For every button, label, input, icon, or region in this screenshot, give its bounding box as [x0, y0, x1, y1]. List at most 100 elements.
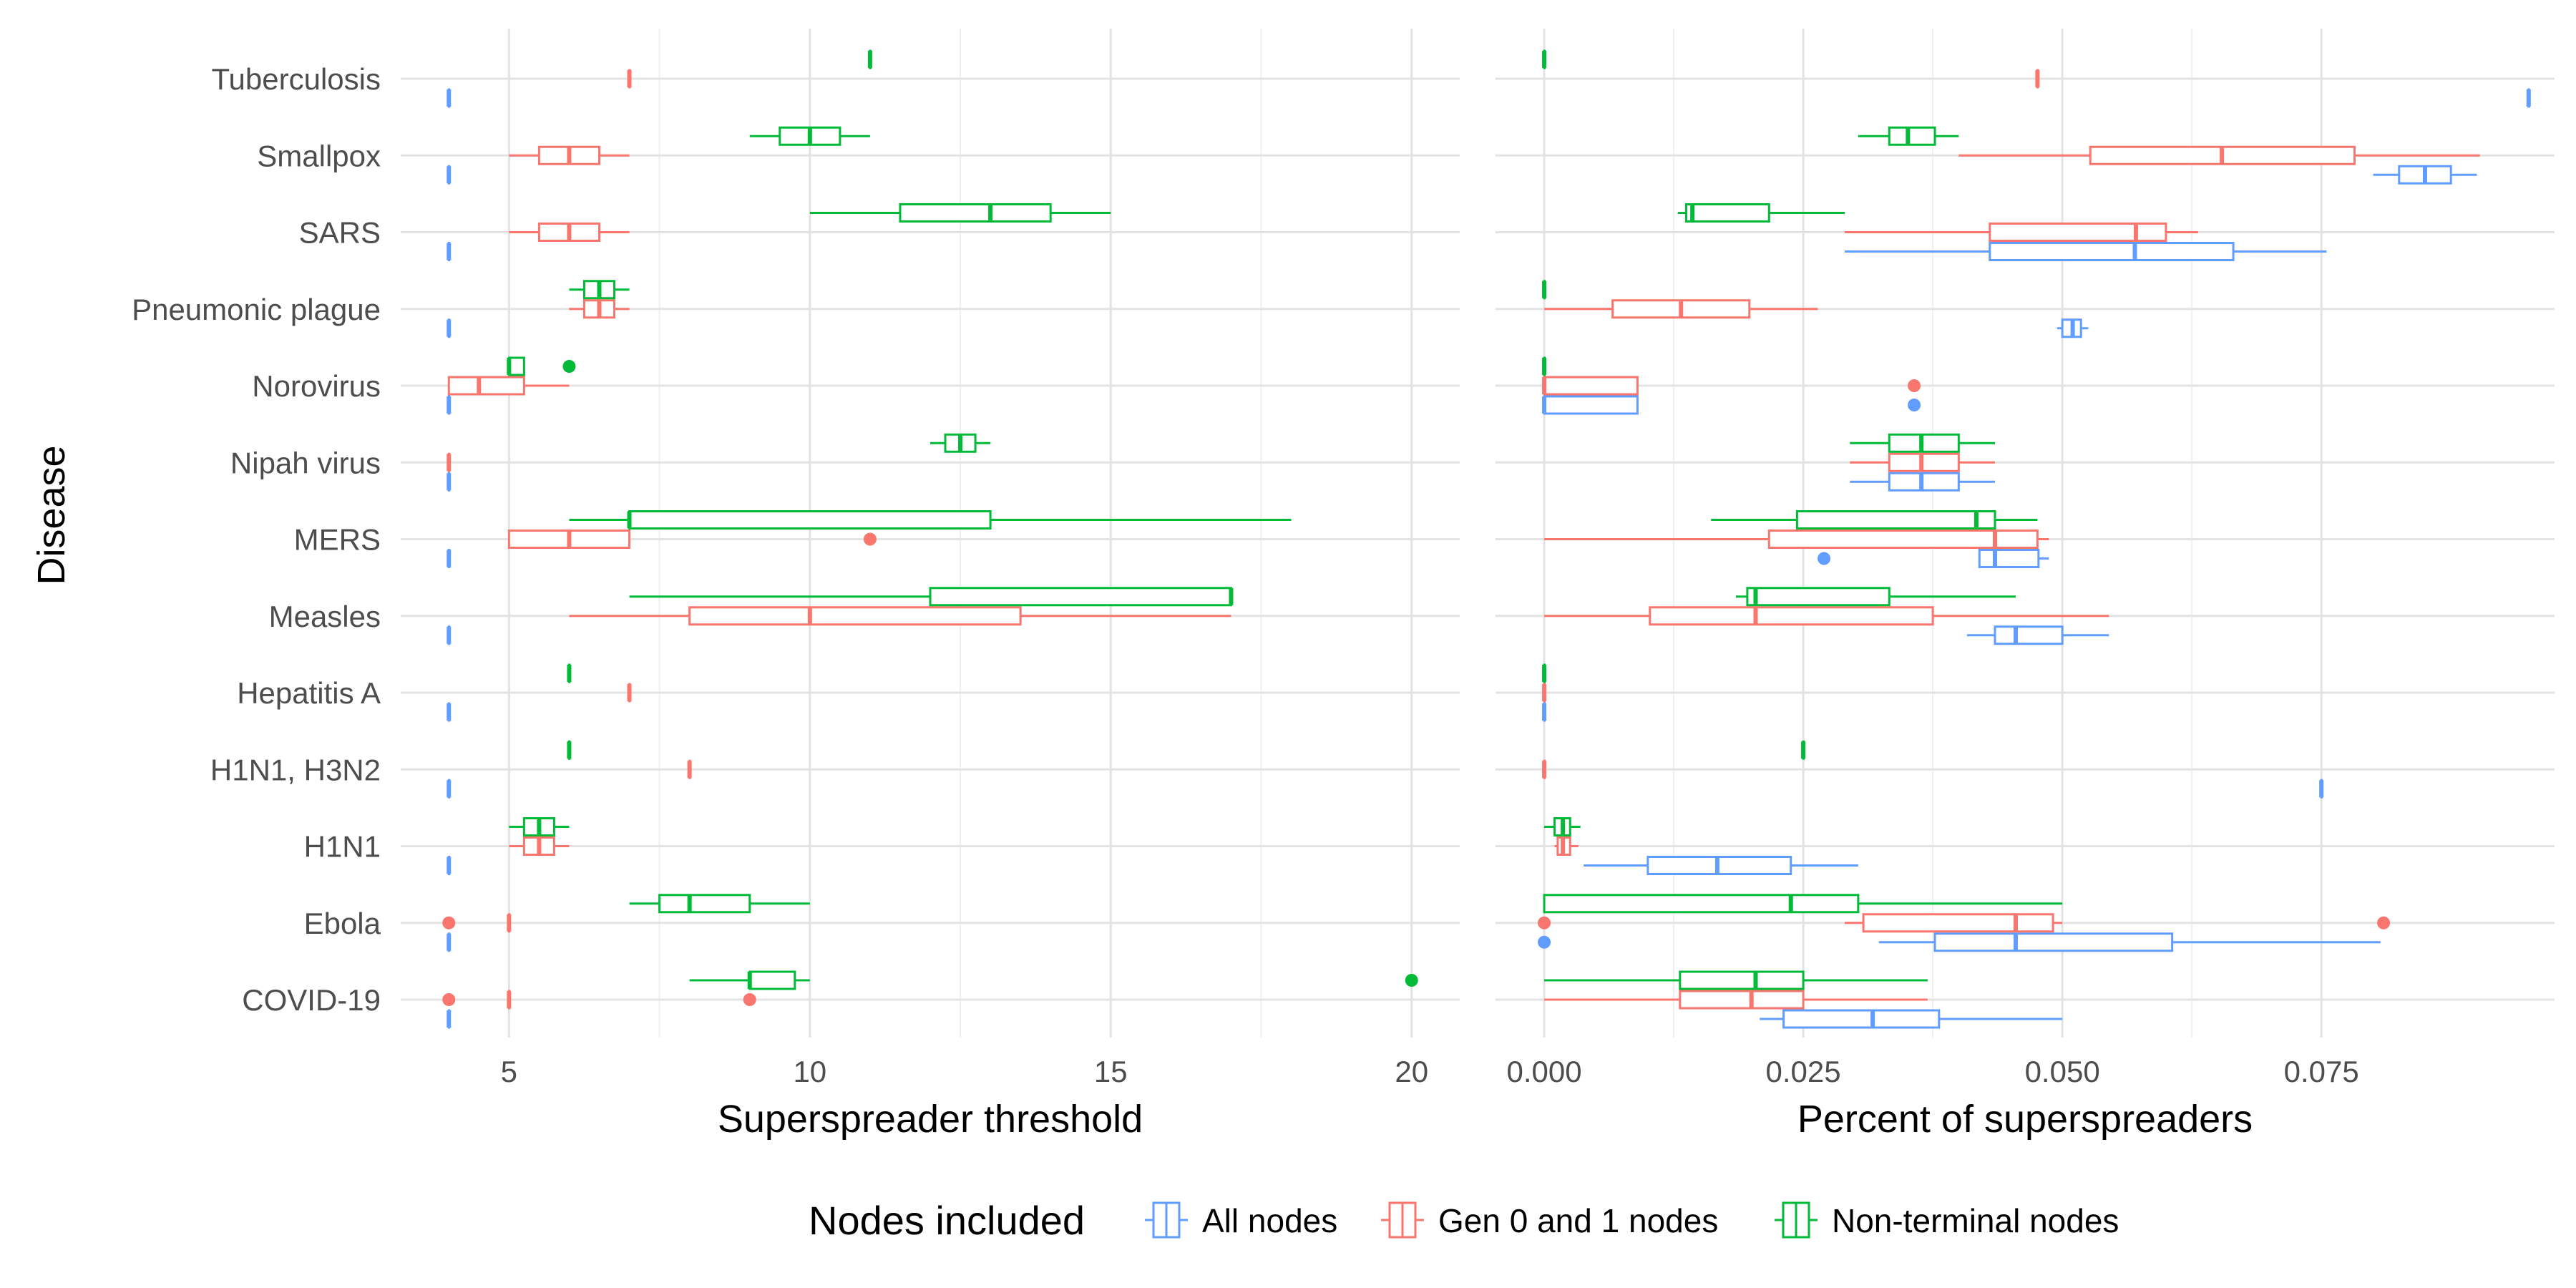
- series-non-terminal-nodes: [1542, 49, 2063, 990]
- x-tick-label: 0.000: [1507, 1055, 1582, 1088]
- box-covid-19: [689, 970, 1418, 990]
- box-covid-19: [1760, 1009, 2063, 1029]
- legend-key-gen-0-and-1-nodes: Gen 0 and 1 nodes: [1381, 1201, 1718, 1239]
- box-mers: [1711, 510, 2038, 530]
- series-all-nodes: [1538, 88, 2531, 1029]
- box-norovirus: [507, 356, 576, 376]
- legend-title: Nodes included: [809, 1198, 1085, 1243]
- y-tick-label: H1N1, H3N2: [210, 753, 381, 786]
- series-gen-0-and-1-nodes: [442, 69, 1231, 1010]
- box-nipah-virus: [1850, 433, 1996, 453]
- box-measles: [629, 587, 1234, 607]
- box-h1n1-h3n2: [567, 740, 572, 760]
- box-ebola: [629, 894, 810, 914]
- box-mers: [507, 530, 877, 549]
- box-covid-19: [1544, 970, 1928, 990]
- box-pneumonic-plague: [569, 280, 630, 300]
- outlier-point: [1908, 379, 1921, 392]
- box-h1n1-h3n2: [1801, 740, 1806, 760]
- outlier-point: [743, 993, 756, 1006]
- box-tuberculosis: [867, 49, 872, 69]
- box-measles: [1544, 606, 2109, 626]
- box-iqr: [1888, 472, 1960, 492]
- box-sars: [809, 203, 1111, 223]
- panel-2: 0.000 0.025 0.050 0.075 Percent of superspre…: [1496, 29, 2555, 1141]
- box-iqr: [1994, 625, 2064, 645]
- box-measles: [569, 606, 1231, 626]
- box-sars: [1845, 242, 2327, 261]
- box-iqr: [1862, 913, 2054, 933]
- box-iqr: [1888, 452, 1960, 472]
- box-measles: [1735, 587, 2016, 607]
- series-gen-0-and-1-nodes: [1538, 69, 2480, 1010]
- y-tick-label: Measles: [269, 600, 381, 633]
- y-axis-title: Disease: [30, 445, 73, 585]
- box-iqr: [1767, 530, 2039, 549]
- box-covid-19: [1544, 990, 1928, 1010]
- series-non-terminal-nodes: [507, 49, 1418, 990]
- x-tick-label: 10: [793, 1055, 826, 1088]
- outlier-point: [1538, 935, 1551, 949]
- box-mers: [1544, 530, 2049, 549]
- box-mers: [1818, 549, 2049, 568]
- box-h1n1: [509, 817, 570, 836]
- box-iqr: [1989, 223, 2167, 242]
- box-nipah-virus: [1850, 472, 1996, 492]
- box-iqr: [1978, 549, 2040, 568]
- legend-label: Gen 0 and 1 nodes: [1438, 1202, 1718, 1239]
- x-axis-title: Percent of superspreaders: [1797, 1098, 2253, 1141]
- legend-key-non-terminal-nodes: Non-terminal nodes: [1775, 1201, 2119, 1239]
- box-ebola: [442, 913, 512, 933]
- y-tick-label: Norovirus: [252, 369, 381, 403]
- box-pneumonic-plague: [1542, 280, 1547, 300]
- box-pneumonic-plague: [1544, 299, 1818, 319]
- box-h1n1-h3n2: [1542, 759, 1547, 779]
- box-hepatitis-a: [567, 663, 572, 683]
- box-iqr: [929, 587, 1232, 607]
- box-ebola: [1543, 894, 2063, 914]
- box-covid-19: [442, 990, 756, 1010]
- x-tick-label: 20: [1395, 1055, 1428, 1088]
- box-iqr: [447, 376, 525, 396]
- box-iqr: [507, 356, 525, 376]
- y-tick-label: COVID-19: [242, 983, 381, 1017]
- outlier-point: [442, 916, 456, 930]
- box-iqr: [1888, 126, 1936, 146]
- legend-label: Non-terminal nodes: [1832, 1202, 2119, 1239]
- box-sars: [509, 223, 630, 242]
- box-iqr: [1933, 932, 2174, 952]
- box-smallpox: [1858, 126, 1959, 146]
- box-h1n1: [509, 836, 570, 856]
- box-iqr: [1543, 894, 1860, 914]
- box-iqr: [1782, 1009, 1941, 1029]
- outlier-point: [1405, 974, 1418, 987]
- box-smallpox: [2373, 165, 2477, 185]
- box-norovirus: [1542, 395, 1921, 415]
- outlier-point: [562, 360, 576, 373]
- box-tuberculosis: [1542, 49, 1547, 69]
- legend-key-all-nodes: All nodes: [1145, 1201, 1337, 1239]
- x-tick-label: 0.025: [1766, 1055, 1841, 1088]
- box-h1n1: [1544, 817, 1581, 836]
- box-mers: [569, 510, 1292, 530]
- box-hepatitis-a: [1542, 683, 1547, 703]
- y-tick-label: Tuberculosis: [211, 62, 381, 96]
- outlier-point: [1538, 916, 1551, 930]
- box-nipah-virus: [930, 433, 991, 453]
- box-ebola: [1538, 932, 2381, 952]
- box-iqr: [688, 606, 1022, 626]
- box-iqr: [1989, 242, 2235, 261]
- box-hepatitis-a: [1542, 663, 1547, 683]
- box-h1n1: [1584, 856, 1858, 875]
- box-tuberculosis: [2035, 69, 2040, 89]
- y-tick-label: Pneumonic plague: [132, 293, 381, 326]
- box-norovirus: [447, 376, 570, 396]
- y-tick-label: Ebola: [304, 907, 381, 940]
- x-tick-label: 5: [501, 1055, 517, 1088]
- box-pneumonic-plague: [2057, 318, 2089, 338]
- box-smallpox: [749, 126, 870, 146]
- y-tick-label: Nipah virus: [230, 446, 381, 479]
- y-tick-label: Smallpox: [257, 139, 381, 172]
- chart-panels: Tuberculosis Smallpox SARS Pneumonic plague…: [132, 29, 2555, 1141]
